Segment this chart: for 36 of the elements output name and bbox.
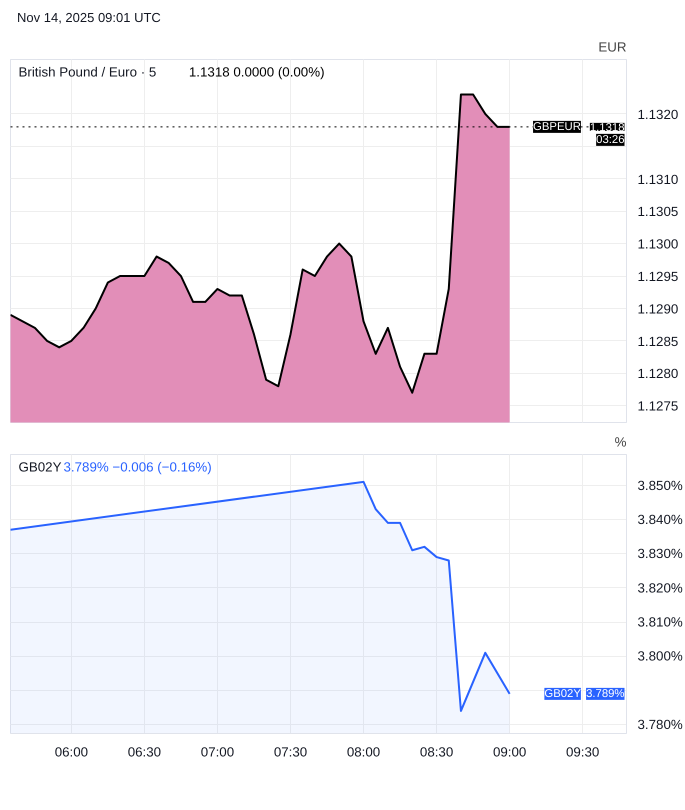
y-tick-label: 1.1290	[638, 301, 678, 316]
chart-subtitle: 3.789% −0.006 (−0.16%)	[64, 460, 212, 474]
y-axis-title: EUR	[598, 40, 626, 54]
x-tick-label: 09:00	[492, 744, 526, 760]
y-tick-label: 1.1305	[638, 204, 678, 220]
annotation: 3.789%	[586, 688, 624, 700]
y-tick-label: 1.1310	[638, 172, 678, 187]
y-tick-label: 1.1300	[638, 236, 678, 252]
annotation: GB02Y	[544, 688, 582, 700]
y-tick-label: 3.810%	[638, 614, 683, 630]
y-tick-label: 1.1275	[638, 398, 678, 414]
text: Nov 14, 2025 09:01 UTC	[17, 9, 161, 27]
x-tick-label: 08:30	[420, 744, 454, 760]
y-tick-label: 1.1320	[638, 106, 678, 122]
x-tick-label: 07:30	[274, 744, 308, 760]
y-tick-label: 3.840%	[638, 512, 683, 527]
y-tick-label: 3.830%	[638, 546, 683, 562]
y-tick-label: 1.1295	[638, 269, 678, 284]
y-tick-label: 3.780%	[638, 717, 683, 732]
y-tick-label: 1.1285	[638, 334, 678, 349]
annotation: 03:26	[596, 134, 625, 146]
x-tick-label: 06:30	[128, 744, 162, 760]
x-tick-label: 06:00	[54, 744, 88, 760]
ref-line-label: GBPEUR	[533, 120, 581, 133]
x-tick-label: 09:30	[566, 744, 600, 760]
annotation: 1.1318	[590, 122, 625, 134]
chart-title: British Pound / Euro · 5	[18, 64, 156, 80]
chart-title: GB02Y	[18, 460, 62, 474]
y-tick-label: 1.1280	[638, 366, 678, 382]
y-tick-label: 3.850%	[638, 478, 683, 493]
y-tick-label: 3.800%	[638, 648, 683, 664]
y-axis-title: %	[614, 434, 627, 450]
y-tick-label: 3.820%	[638, 580, 683, 596]
x-tick-label: 07:00	[200, 744, 234, 760]
chart-subtitle: 1.1318 0.0000 (0.00%)	[188, 64, 325, 80]
x-tick-label: 08:00	[346, 744, 380, 760]
